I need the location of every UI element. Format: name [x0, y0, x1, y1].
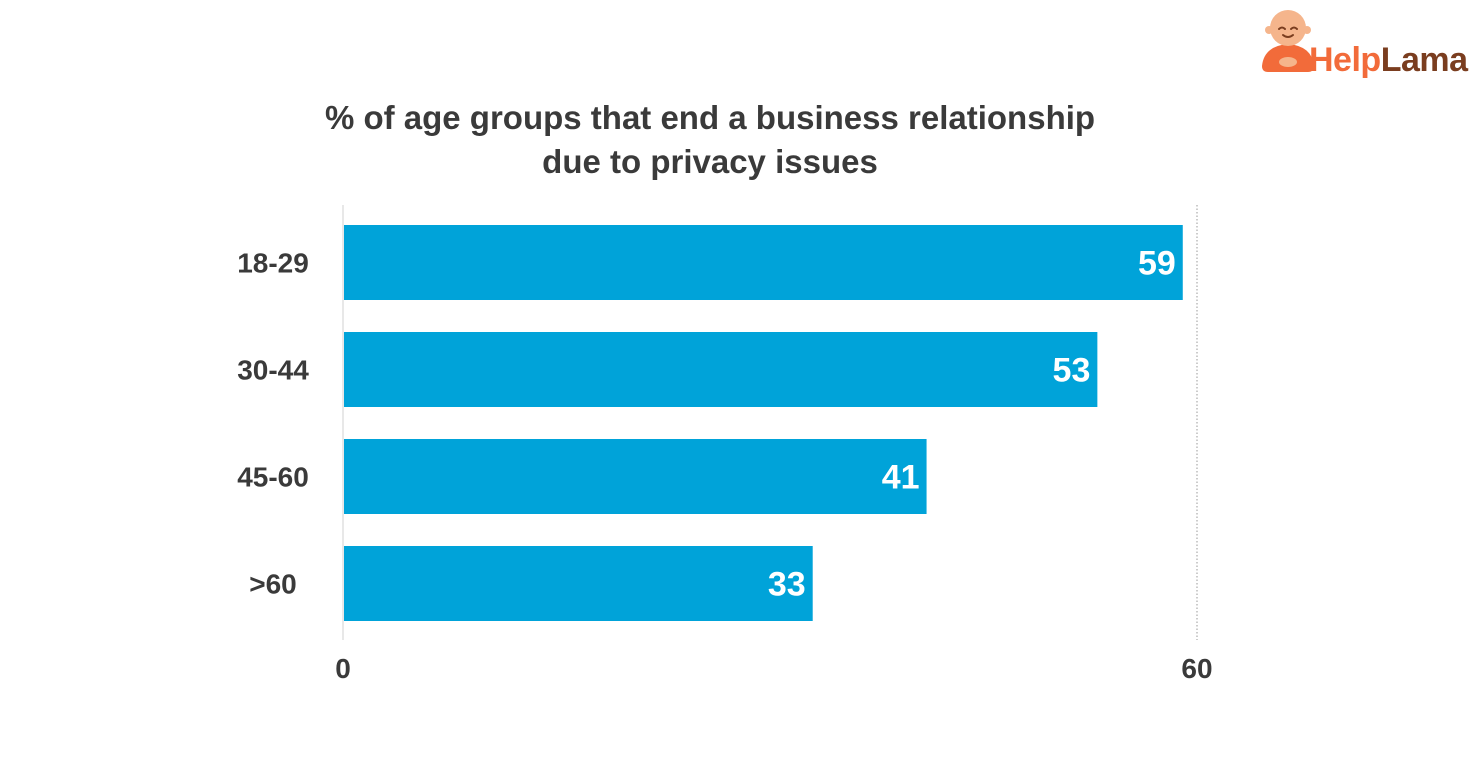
bar-value-label->60: 33 [768, 566, 806, 604]
x-tick-label-60: 60 [1181, 653, 1212, 684]
category-label->60: >60 [249, 569, 297, 600]
bar-value-label-45-60: 41 [882, 459, 920, 497]
category-label-30-44: 30-44 [237, 355, 309, 386]
bar-value-label-18-29: 59 [1138, 245, 1176, 283]
x-tick-label-0: 0 [335, 653, 351, 684]
brand-word-lama: Lama [1380, 41, 1468, 79]
bar-30-44 [344, 332, 1098, 407]
bar-value-label-30-44: 53 [1053, 352, 1091, 390]
bar->60 [344, 546, 813, 621]
chart-title-line1: % of age groups that end a business rela… [324, 99, 1096, 136]
lama-mascot-icon [1262, 10, 1314, 72]
bar-18-29 [344, 225, 1183, 300]
bar-45-60 [344, 439, 927, 514]
category-label-45-60: 45-60 [237, 462, 309, 493]
category-label-18-29: 18-29 [237, 248, 309, 279]
chart-title-line2: due to privacy issues [542, 143, 878, 180]
chart-title: % of age groups that end a business rela… [0, 96, 1420, 184]
brand-logo: HelpLama [1258, 6, 1473, 80]
brand-word-help: Help [1309, 41, 1381, 79]
brand-wordmark: HelpLama [1309, 40, 1468, 80]
